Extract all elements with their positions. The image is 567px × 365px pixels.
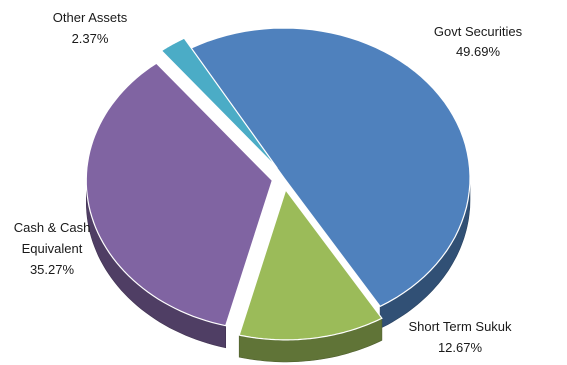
label-govt-value: 49.69% — [456, 44, 501, 59]
slice-label-cash-equivalent: Cash & Cash Equivalent 35.27% — [14, 220, 91, 277]
label-sukuk-name: Short Term Sukuk — [408, 319, 512, 334]
slice-other-assets — [160, 37, 278, 169]
slice-short-term-sukuk — [238, 188, 383, 341]
label-other-value: 2.37% — [72, 31, 109, 46]
slice-govt-securities — [190, 27, 471, 308]
pie-slices — [85, 27, 471, 363]
label-other-name: Other Assets — [53, 10, 128, 25]
slice-cash-cash-equivalent — [85, 62, 273, 327]
slice-label-short-term-sukuk: Short Term Sukuk 12.67% — [408, 319, 512, 355]
slice-label-govt-securities: Govt Securities 49.69% — [434, 24, 523, 59]
label-sukuk-value: 12.67% — [438, 340, 483, 355]
label-cash-value: 35.27% — [30, 262, 75, 277]
label-govt-name: Govt Securities — [434, 24, 523, 39]
slice-label-other-assets: Other Assets 2.37% — [53, 10, 128, 46]
label-cash-name-2: Equivalent — [22, 241, 83, 256]
label-cash-name-1: Cash & Cash — [14, 220, 91, 235]
